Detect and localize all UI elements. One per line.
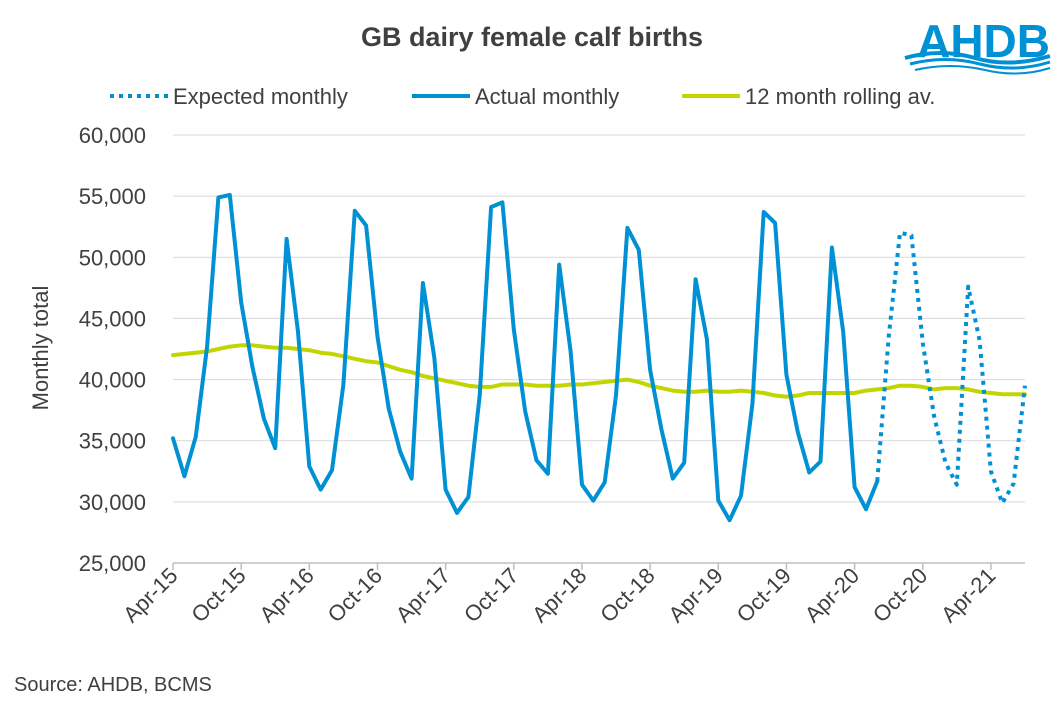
y-tick-label: 55,000 xyxy=(79,184,146,209)
x-tick-label: Oct-19 xyxy=(732,563,796,627)
x-tick-label: Apr-19 xyxy=(663,563,727,627)
logo-wave-1 xyxy=(904,51,1051,65)
series-layer xyxy=(171,192,1027,523)
chart-title: GB dairy female calf births xyxy=(361,22,703,52)
x-tick-label: Apr-16 xyxy=(254,563,318,627)
y-axis-ticks: 25,000 30,000 35,000 40,000 45,000 50,000 55,0… xyxy=(79,123,146,576)
x-tick-label: Oct-16 xyxy=(323,563,387,627)
series-line-actual-monthly xyxy=(171,192,880,523)
ahdb-logo: AHDB xyxy=(904,15,1051,75)
x-tick-label: Apr-20 xyxy=(800,563,864,627)
legend-item-rolling: 12 month rolling av. xyxy=(682,84,935,109)
x-tick-label: Apr-21 xyxy=(936,563,1000,627)
y-tick-label: 35,000 xyxy=(79,429,146,454)
legend-item-expected: Expected monthly xyxy=(110,84,348,109)
gridlines xyxy=(173,134,1025,503)
legend: Expected monthly Actual monthly 12 month… xyxy=(110,84,935,109)
y-tick-label: 40,000 xyxy=(79,368,146,393)
legend-label-actual: Actual monthly xyxy=(475,84,619,109)
x-tick-label: Oct-15 xyxy=(186,563,250,627)
y-axis-title: Monthly total xyxy=(28,286,53,411)
y-tick-label: 50,000 xyxy=(79,245,146,270)
y-tick-label: 25,000 xyxy=(79,551,146,576)
x-tick-label: Apr-18 xyxy=(527,563,591,627)
legend-label-rolling: 12 month rolling av. xyxy=(745,84,935,109)
x-tick-label: Oct-20 xyxy=(868,563,932,627)
x-tick-label: Apr-17 xyxy=(391,563,455,627)
y-tick-label: 45,000 xyxy=(79,306,146,331)
x-axis-ticks: Apr-15 Oct-15 Apr-16 Oct-16 Apr-17 Oct-17 Apr-… xyxy=(118,563,1000,627)
source-note: Source: AHDB, BCMS xyxy=(14,674,212,696)
series-line-expected-monthly xyxy=(875,230,1027,506)
x-tick-label: Oct-17 xyxy=(459,563,523,627)
y-tick-label: 30,000 xyxy=(79,490,146,515)
logo-wave-3 xyxy=(914,65,1051,75)
x-tick-label: Oct-18 xyxy=(595,563,659,627)
legend-item-actual: Actual monthly xyxy=(412,84,619,109)
y-tick-label: 60,000 xyxy=(79,123,146,148)
legend-label-expected: Expected monthly xyxy=(173,84,348,109)
logo-wave-2 xyxy=(909,58,1051,70)
